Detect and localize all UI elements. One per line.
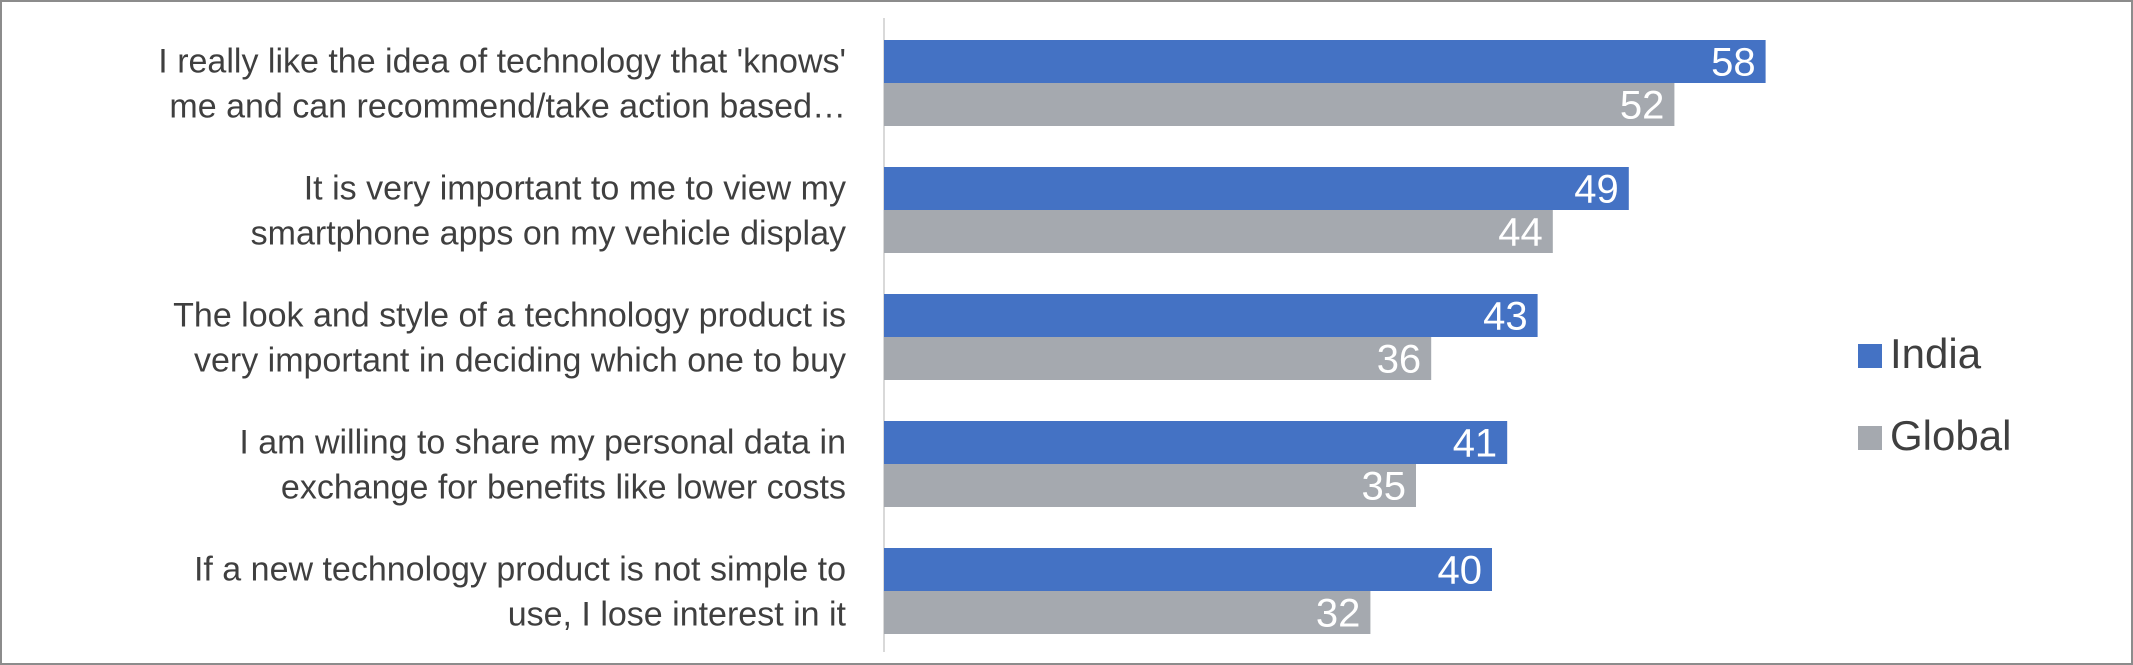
category-labels-layer: I really like the idea of technology tha…: [158, 43, 846, 634]
legend-label-india: India: [1890, 330, 1982, 377]
legend: India Global: [1858, 330, 2011, 459]
category-label-5-line-2: use, I lose interest in it: [508, 596, 847, 634]
category-label-4-line-1: I am willing to share my personal data i…: [239, 424, 846, 462]
category-label-1-line-2: me and can recommend/take action based…: [169, 88, 846, 126]
category-label-4-line-2: exchange for benefits like lower costs: [281, 469, 846, 507]
data-label-india-1: 58: [1711, 41, 1756, 85]
bar-global-2: [884, 210, 1553, 253]
bar-india-3: [884, 294, 1538, 337]
data-label-global-2: 44: [1498, 211, 1543, 255]
category-label-3-line-2: very important in deciding which one to …: [194, 342, 846, 380]
legend-label-global: Global: [1890, 412, 2011, 459]
data-label-india-4: 41: [1453, 422, 1498, 466]
bar-global-3: [884, 337, 1432, 380]
bar-global-1: [884, 83, 1675, 126]
data-label-india-3: 43: [1483, 295, 1528, 339]
bar-global-5: [884, 591, 1371, 634]
legend-swatch-india: [1858, 344, 1882, 368]
category-label-2-line-2: smartphone apps on my vehicle display: [251, 215, 846, 253]
data-label-global-4: 35: [1362, 465, 1407, 509]
bar-india-1: [884, 40, 1766, 83]
data-label-india-2: 49: [1574, 168, 1619, 212]
bar-india-4: [884, 421, 1508, 464]
data-label-global-3: 36: [1377, 338, 1422, 382]
bar-global-4: [884, 464, 1416, 507]
legend-swatch-global: [1858, 426, 1882, 450]
bar-india-5: [884, 548, 1492, 591]
data-label-global-1: 52: [1620, 84, 1665, 128]
category-label-1-line-1: I really like the idea of technology tha…: [158, 43, 846, 81]
category-label-3-line-1: The look and style of a technology produ…: [173, 297, 846, 335]
category-label-2-line-1: It is very important to me to view my: [304, 170, 846, 208]
data-label-global-5: 32: [1316, 592, 1361, 636]
category-label-5-line-1: If a new technology product is not simpl…: [194, 551, 846, 589]
bar-india-2: [884, 167, 1629, 210]
data-label-india-5: 40: [1438, 549, 1483, 593]
